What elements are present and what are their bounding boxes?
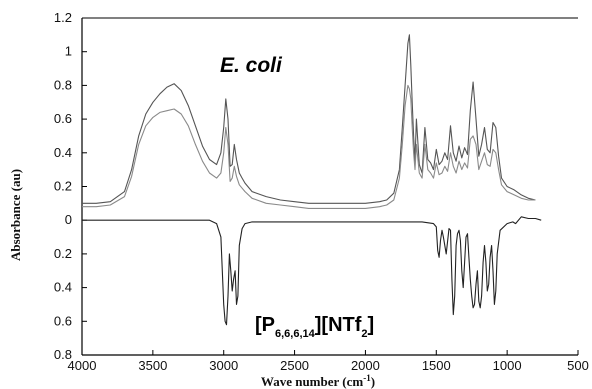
x-tick-label: 3000 — [209, 358, 238, 373]
x-tick-label: 2500 — [280, 358, 309, 373]
y-tick-label: 0 — [65, 212, 72, 227]
y-tick-label: 0.2 — [54, 179, 72, 194]
y-tick-label: 1 — [65, 44, 72, 59]
x-axis-label-close: ) — [371, 374, 375, 389]
annotation-ionic-liquid: [P6,6,6,14][NTf2] — [255, 314, 374, 340]
series-line-ecoli-spectrum-2 — [82, 84, 536, 209]
series-line-ecoli-spectrum-1 — [82, 34, 536, 204]
y-tick-label: 0.6 — [54, 111, 72, 126]
ionic-part-1: [P — [255, 314, 275, 336]
y-tick-label: 0.8 — [54, 347, 72, 362]
y-axis-label: Absorbance (au) — [8, 169, 23, 261]
y-tick-label: 0.4 — [54, 280, 72, 295]
ionic-part-3: ] — [368, 314, 375, 336]
y-tick-label: 0.2 — [54, 246, 72, 261]
x-tick-label: 2000 — [351, 358, 380, 373]
ionic-sub-2: 2 — [361, 328, 367, 340]
plot-area — [81, 17, 579, 356]
x-axis-label-sup: -1 — [363, 373, 371, 383]
ionic-part-2: ][NTf — [315, 314, 362, 336]
x-tick-label: 4000 — [68, 358, 97, 373]
x-tick-label: 3500 — [138, 358, 167, 373]
y-tick-label: 0.4 — [54, 145, 72, 160]
x-axis-label-main: Wave number (cm — [261, 374, 363, 389]
annotation-ecoli: E. coli — [220, 54, 283, 77]
x-tick-label: 1000 — [493, 358, 522, 373]
x-tick-label: 1500 — [422, 358, 451, 373]
y-tick-label: 0.6 — [54, 313, 72, 328]
x-axis-label: Wave number (cm-1) — [261, 373, 375, 389]
series-line-ionic-liquid-spectrum — [82, 216, 542, 326]
ionic-sub-1: 6,6,6,14 — [275, 328, 316, 340]
y-tick-label: 0.8 — [54, 77, 72, 92]
x-tick-label: 500 — [567, 358, 589, 373]
y-tick-label: 1.2 — [54, 10, 72, 25]
